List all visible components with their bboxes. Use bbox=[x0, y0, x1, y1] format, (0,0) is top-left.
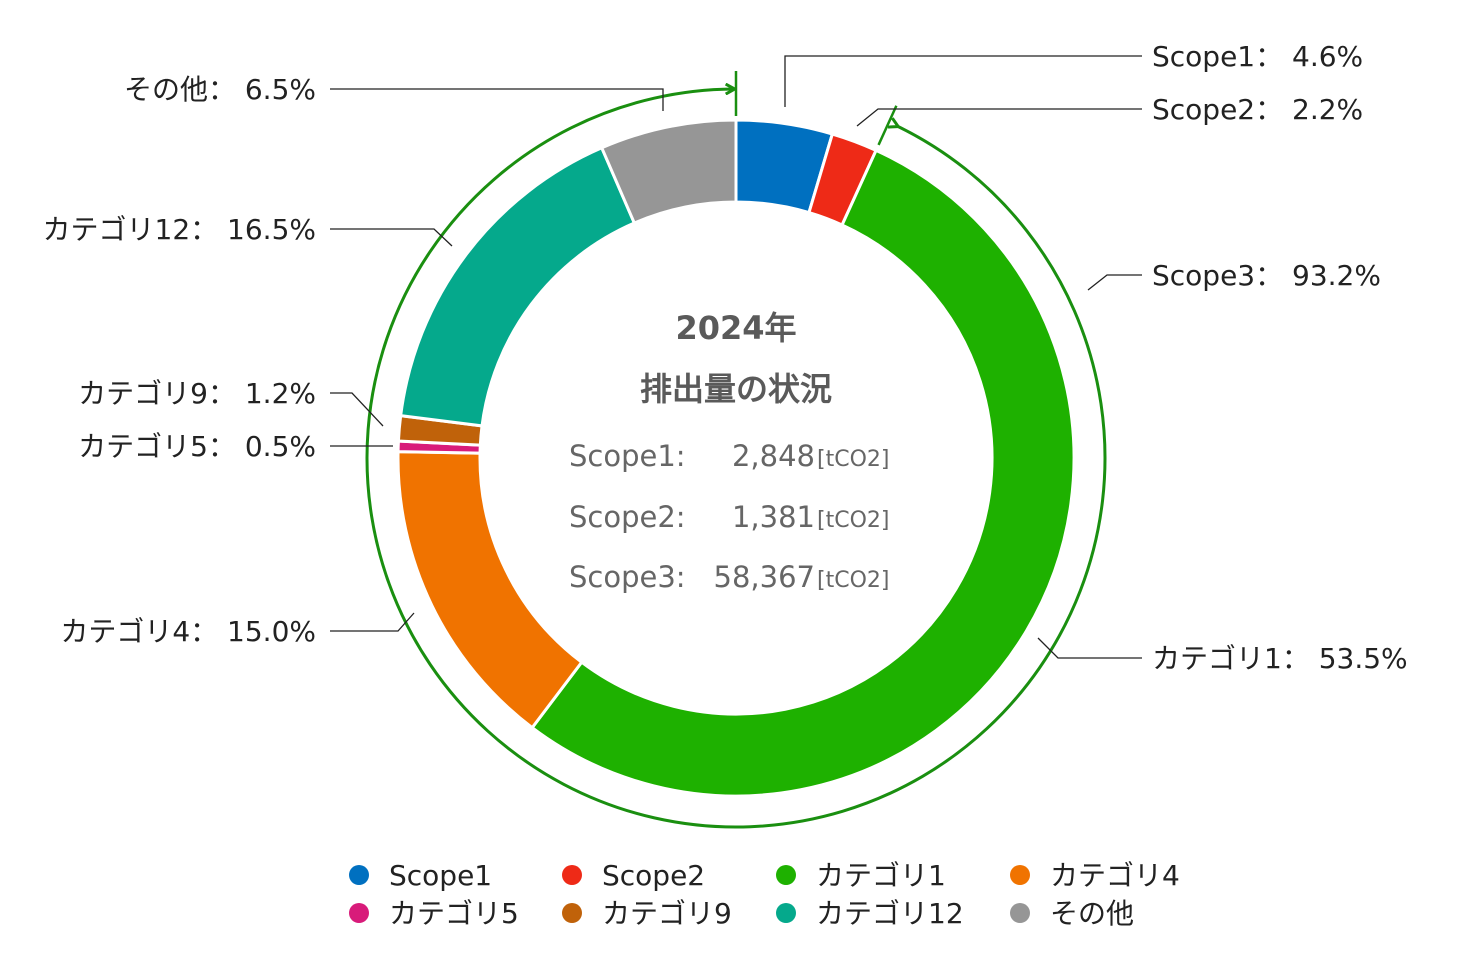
center-subtitle: 排出量の状況 bbox=[640, 370, 832, 408]
leader-line-scope2 bbox=[856, 108, 1142, 127]
legend-item-category-9: カテゴリ9 bbox=[562, 897, 732, 930]
leader-line-category-1 bbox=[1037, 637, 1142, 659]
slice-category-12 bbox=[398, 145, 637, 428]
callout-label-category-5: カテゴリ5： 0.5% bbox=[78, 430, 316, 463]
legend-item-other: その他 bbox=[1010, 897, 1134, 930]
center-row-unit: [tCO2] bbox=[817, 447, 889, 472]
callout-label-category-9: カテゴリ9： 1.2% bbox=[78, 377, 316, 410]
leader-line-category-4 bbox=[330, 612, 415, 632]
center-summary: 2024年 排出量の状況 Scope1: 2,848 [tCO2]Scope2: 1,… bbox=[569, 309, 889, 594]
center-row-value: 1,381 bbox=[732, 500, 815, 534]
legend-swatch bbox=[349, 903, 369, 923]
slice-category-1 bbox=[530, 148, 1076, 798]
legend-item-category-4: カテゴリ4 bbox=[1010, 859, 1180, 892]
legend-label: カテゴリ4 bbox=[1050, 859, 1180, 892]
center-title: 2024年 bbox=[675, 309, 796, 347]
legend-item-scope1: Scope1 bbox=[349, 859, 492, 892]
legend-swatch bbox=[776, 865, 796, 885]
scope3-start-tick bbox=[877, 105, 898, 146]
legend-swatch bbox=[776, 903, 796, 923]
legend-label: カテゴリ12 bbox=[816, 897, 964, 930]
legend-label: カテゴリ9 bbox=[602, 897, 732, 930]
slice-category-4 bbox=[396, 450, 584, 730]
leader-line-scope1 bbox=[784, 55, 1142, 107]
callout-labels: Scope1： 4.6% Scope2： 2.2% Scope3： 93.2% カテゴ… bbox=[43, 40, 1408, 675]
callout-label-scope2: Scope2： 2.2% bbox=[1152, 93, 1363, 126]
callout-leader-lines bbox=[330, 55, 1142, 659]
callout-label-other: その他： 6.5% bbox=[124, 73, 316, 106]
scope3-arc bbox=[365, 89, 1107, 829]
legend-item-category-5: カテゴリ5 bbox=[349, 897, 519, 930]
leader-line-category-12 bbox=[330, 228, 453, 247]
leader-line-scope3 bbox=[1087, 274, 1142, 291]
legend-label: Scope1 bbox=[389, 859, 492, 892]
legend-swatch bbox=[562, 865, 582, 885]
callout-label-category-12: カテゴリ12： 16.5% bbox=[43, 213, 316, 246]
legend: Scope1 Scope2 カテゴリ1 カテゴリ4 カテゴリ5 カテゴリ9 カテゴリ12 その… bbox=[349, 859, 1180, 930]
leader-line-other bbox=[330, 88, 664, 111]
center-row-value: 58,367 bbox=[714, 560, 815, 594]
center-row-label: Scope3: bbox=[569, 560, 686, 594]
callout-label-scope3: Scope3： 93.2% bbox=[1152, 259, 1381, 292]
legend-label: その他 bbox=[1050, 897, 1134, 930]
center-row-label: Scope1: bbox=[569, 439, 686, 473]
callout-label-category-4: カテゴリ4： 15.0% bbox=[60, 615, 316, 648]
legend-item-category-1: カテゴリ1 bbox=[776, 859, 946, 892]
legend-item-category-12: カテゴリ12 bbox=[776, 897, 964, 930]
legend-label: カテゴリ1 bbox=[816, 859, 946, 892]
center-row-value: 2,848 bbox=[732, 439, 815, 473]
callout-label-scope1: Scope1： 4.6% bbox=[1152, 40, 1363, 73]
legend-swatch bbox=[562, 903, 582, 923]
center-row-unit: [tCO2] bbox=[817, 508, 889, 533]
donut-slices bbox=[396, 118, 1076, 798]
legend-swatch bbox=[349, 865, 369, 885]
center-row-unit: [tCO2] bbox=[817, 568, 889, 593]
center-row-label: Scope2: bbox=[569, 500, 686, 534]
leader-line-category-9 bbox=[330, 392, 384, 427]
legend-label: Scope2 bbox=[602, 859, 705, 892]
callout-label-category-1: カテゴリ1： 53.5% bbox=[1152, 642, 1408, 675]
legend-item-scope2: Scope2 bbox=[562, 859, 705, 892]
legend-label: カテゴリ5 bbox=[389, 897, 519, 930]
scope3-bracket bbox=[365, 71, 1107, 829]
legend-swatch bbox=[1010, 903, 1030, 923]
legend-swatch bbox=[1010, 865, 1030, 885]
